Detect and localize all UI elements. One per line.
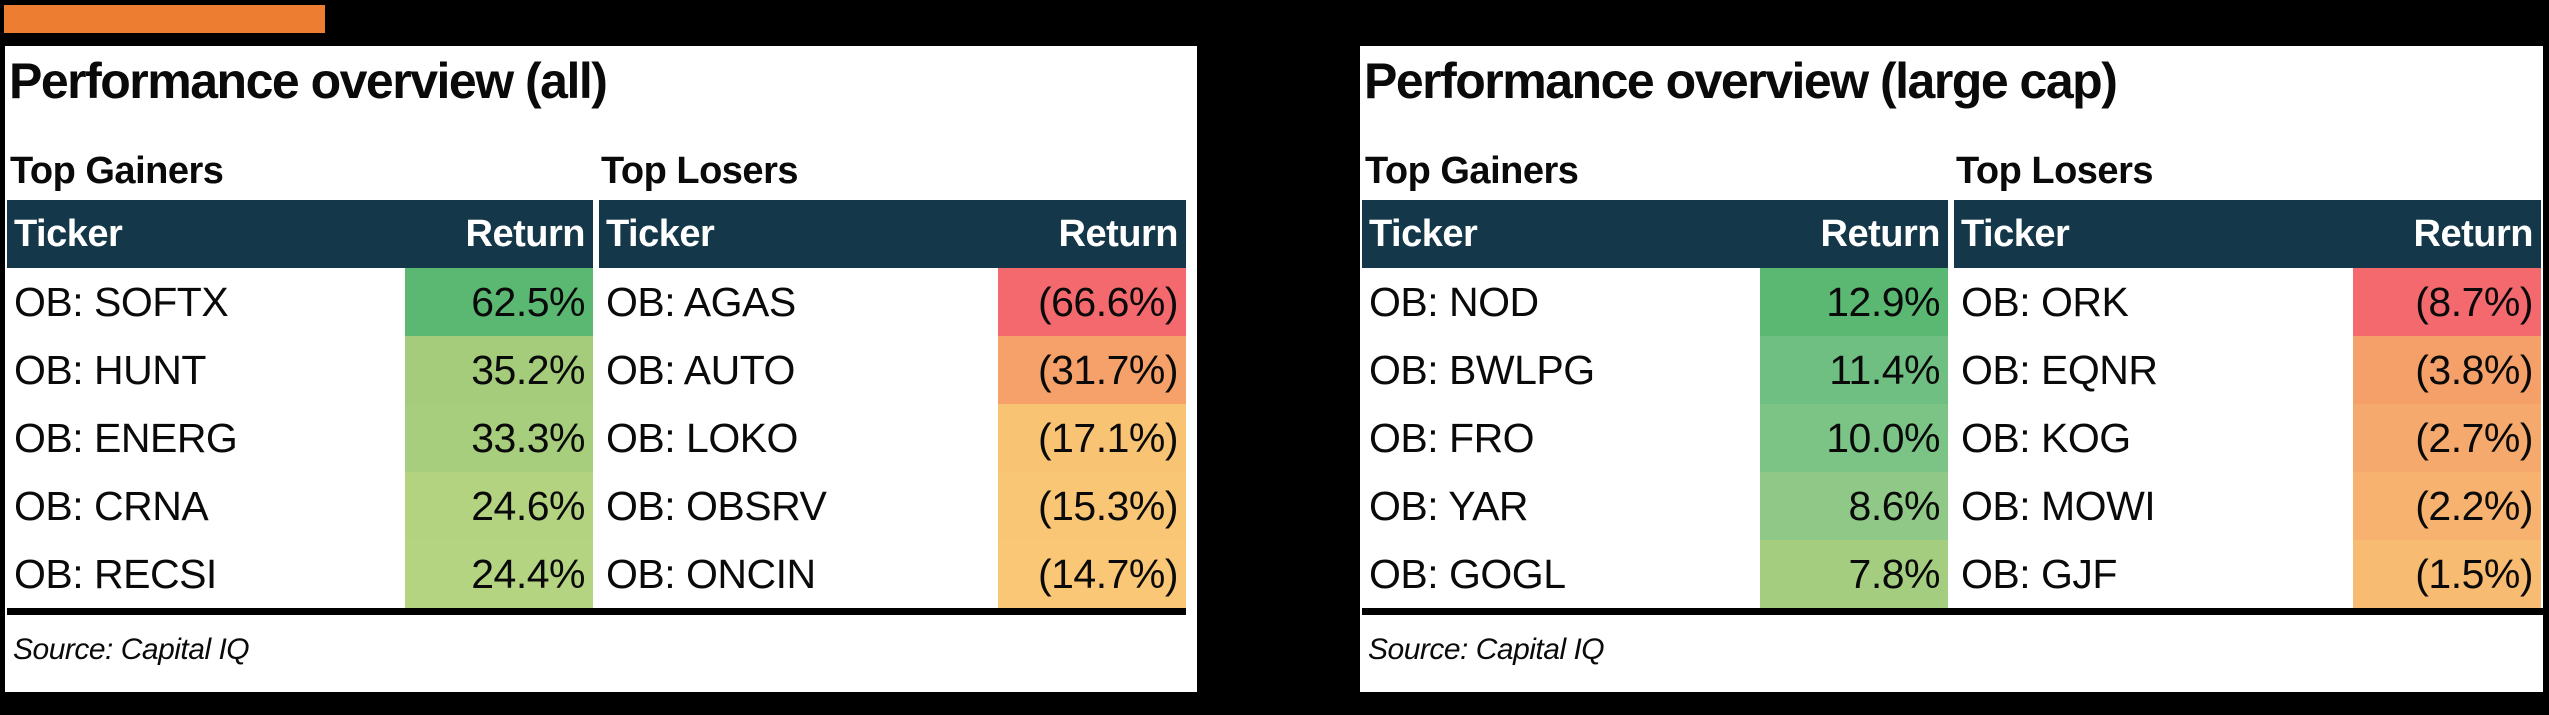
source-note: Source: Capital IQ bbox=[13, 633, 250, 666]
ticker-column-header: Ticker bbox=[1961, 213, 2070, 255]
losers-label: Top Losers bbox=[1956, 150, 2154, 192]
return-cell: 24.6% bbox=[405, 472, 593, 540]
return-cell: (1.5%) bbox=[2353, 540, 2541, 608]
return-cell: (3.8%) bbox=[2353, 336, 2541, 404]
ticker-cell: OB: BWLPG bbox=[1362, 336, 1760, 404]
table-row: OB: EQNR (3.8%) bbox=[1954, 336, 2541, 404]
performance-panel-all: Performance overview (all) Top Gainers T… bbox=[5, 46, 1197, 692]
gainers-table: Ticker Return OB: SOFTX 62.5% OB: HUNT 3… bbox=[7, 200, 593, 608]
ticker-cell: OB: KOG bbox=[1954, 404, 2353, 472]
table-bottom-rule bbox=[7, 608, 1186, 615]
return-cell: (17.1%) bbox=[998, 404, 1186, 472]
ticker-cell: OB: AGAS bbox=[599, 268, 998, 336]
ticker-cell: OB: YAR bbox=[1362, 472, 1760, 540]
return-cell: (14.7%) bbox=[998, 540, 1186, 608]
table-header-row: Ticker Return bbox=[1362, 200, 1948, 268]
return-cell: 7.8% bbox=[1760, 540, 1948, 608]
losers-table: Ticker Return OB: AGAS (66.6%) OB: AUTO … bbox=[599, 200, 1186, 608]
orange-accent-bar bbox=[4, 5, 325, 33]
return-cell: (2.2%) bbox=[2353, 472, 2541, 540]
table-row: OB: GOGL 7.8% bbox=[1362, 540, 1948, 608]
table-row: OB: GJF (1.5%) bbox=[1954, 540, 2541, 608]
return-column-header: Return bbox=[2413, 213, 2534, 255]
return-cell: (8.7%) bbox=[2353, 268, 2541, 336]
return-cell: (66.6%) bbox=[998, 268, 1186, 336]
ticker-cell: OB: NOD bbox=[1362, 268, 1760, 336]
table-row: OB: FRO 10.0% bbox=[1362, 404, 1948, 472]
ticker-cell: OB: MOWI bbox=[1954, 472, 2353, 540]
page-title: Performance overview (all) bbox=[9, 53, 608, 109]
return-column-header: Return bbox=[1058, 213, 1179, 255]
return-cell: 12.9% bbox=[1760, 268, 1948, 336]
table-row: OB: KOG (2.7%) bbox=[1954, 404, 2541, 472]
ticker-cell: OB: LOKO bbox=[599, 404, 998, 472]
table-row: OB: ONCIN (14.7%) bbox=[599, 540, 1186, 608]
table-header-row: Ticker Return bbox=[599, 200, 1186, 268]
ticker-cell: OB: OBSRV bbox=[599, 472, 998, 540]
table-row: OB: AGAS (66.6%) bbox=[599, 268, 1186, 336]
page-title: Performance overview (large cap) bbox=[1364, 53, 2118, 109]
ticker-cell: OB: ENERG bbox=[7, 404, 405, 472]
source-note: Source: Capital IQ bbox=[1368, 633, 1605, 666]
table-header-row: Ticker Return bbox=[7, 200, 593, 268]
return-column-header: Return bbox=[1820, 213, 1941, 255]
losers-table: Ticker Return OB: ORK (8.7%) OB: EQNR (3… bbox=[1954, 200, 2541, 608]
table-row: OB: ENERG 33.3% bbox=[7, 404, 593, 472]
ticker-cell: OB: EQNR bbox=[1954, 336, 2353, 404]
ticker-column-header: Ticker bbox=[606, 213, 715, 255]
ticker-cell: OB: FRO bbox=[1362, 404, 1760, 472]
table-row: OB: RECSI 24.4% bbox=[7, 540, 593, 608]
ticker-cell: OB: AUTO bbox=[599, 336, 998, 404]
return-cell: (2.7%) bbox=[2353, 404, 2541, 472]
table-row: OB: CRNA 24.6% bbox=[7, 472, 593, 540]
ticker-cell: OB: GOGL bbox=[1362, 540, 1760, 608]
table-header-row: Ticker Return bbox=[1954, 200, 2541, 268]
losers-label: Top Losers bbox=[601, 150, 799, 192]
ticker-cell: OB: HUNT bbox=[7, 336, 405, 404]
return-cell: 11.4% bbox=[1760, 336, 1948, 404]
return-cell: 8.6% bbox=[1760, 472, 1948, 540]
gainers-table: Ticker Return OB: NOD 12.9% OB: BWLPG 11… bbox=[1362, 200, 1948, 608]
ticker-cell: OB: RECSI bbox=[7, 540, 405, 608]
return-cell: 10.0% bbox=[1760, 404, 1948, 472]
return-cell: 24.4% bbox=[405, 540, 593, 608]
ticker-cell: OB: GJF bbox=[1954, 540, 2353, 608]
ticker-cell: OB: ORK bbox=[1954, 268, 2353, 336]
table-bottom-rule bbox=[1362, 608, 2543, 615]
ticker-column-header: Ticker bbox=[14, 213, 123, 255]
return-column-header: Return bbox=[465, 213, 586, 255]
ticker-column-header: Ticker bbox=[1369, 213, 1478, 255]
performance-panel-large-cap: Performance overview (large cap) Top Gai… bbox=[1360, 46, 2543, 692]
return-cell: 62.5% bbox=[405, 268, 593, 336]
gainers-label: Top Gainers bbox=[10, 150, 224, 192]
table-row: OB: HUNT 35.2% bbox=[7, 336, 593, 404]
table-row: OB: LOKO (17.1%) bbox=[599, 404, 1186, 472]
table-row: OB: AUTO (31.7%) bbox=[599, 336, 1186, 404]
ticker-cell: OB: ONCIN bbox=[599, 540, 998, 608]
table-row: OB: YAR 8.6% bbox=[1362, 472, 1948, 540]
table-row: OB: BWLPG 11.4% bbox=[1362, 336, 1948, 404]
table-row: OB: SOFTX 62.5% bbox=[7, 268, 593, 336]
table-row: OB: MOWI (2.2%) bbox=[1954, 472, 2541, 540]
table-row: OB: NOD 12.9% bbox=[1362, 268, 1948, 336]
gainers-label: Top Gainers bbox=[1365, 150, 1579, 192]
ticker-cell: OB: CRNA bbox=[7, 472, 405, 540]
return-cell: (31.7%) bbox=[998, 336, 1186, 404]
table-row: OB: ORK (8.7%) bbox=[1954, 268, 2541, 336]
return-cell: 33.3% bbox=[405, 404, 593, 472]
return-cell: 35.2% bbox=[405, 336, 593, 404]
return-cell: (15.3%) bbox=[998, 472, 1186, 540]
table-row: OB: OBSRV (15.3%) bbox=[599, 472, 1186, 540]
ticker-cell: OB: SOFTX bbox=[7, 268, 405, 336]
